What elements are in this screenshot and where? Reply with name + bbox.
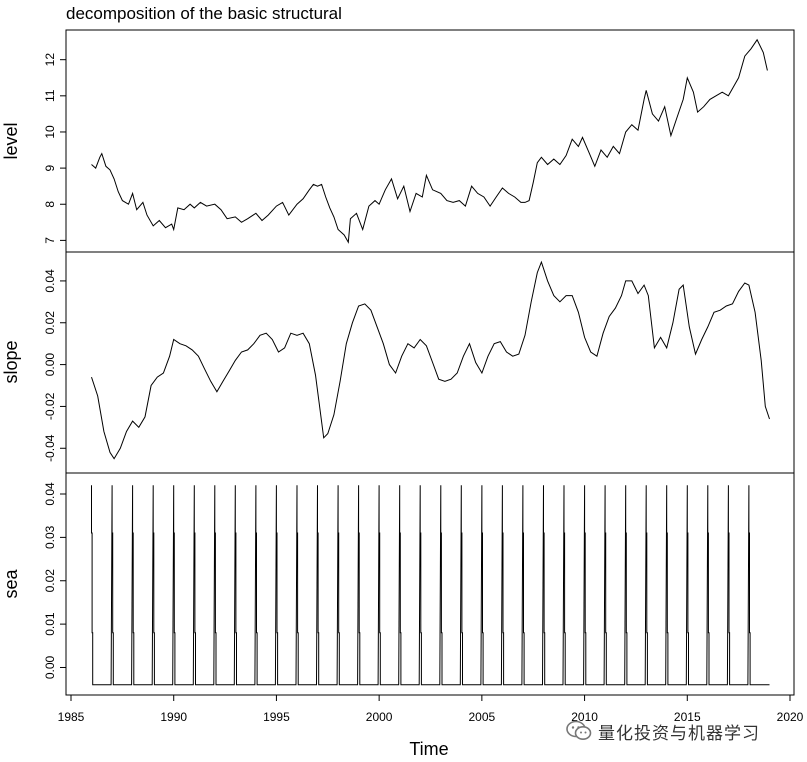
series-line-level [91, 38, 768, 244]
panel-slope-frame [65, 251, 795, 474]
y-tick-label-slope: 0.02 [43, 311, 57, 335]
watermark-text: 量化投资与机器学习 [598, 723, 760, 744]
x-tick-label: 1990 [160, 710, 187, 724]
x-tick-label: 2010 [571, 710, 598, 724]
y-tick-label-slope: 0.04 [43, 269, 57, 293]
series-line-sea [91, 485, 770, 686]
x-tick-label: 1985 [58, 710, 85, 724]
y-label-slope: slope [1, 340, 21, 383]
y-tick-label-sea: 0.03 [43, 525, 57, 549]
y-tick-label-level: 11 [43, 89, 57, 102]
y-tick-label-sea: 0.04 [43, 482, 57, 506]
x-tick-label: 2020 [777, 710, 804, 724]
watermark: 量化投资与机器学习 [566, 716, 760, 746]
x-tick-label: 2015 [674, 710, 701, 724]
x-tick-label: 2005 [469, 710, 496, 724]
y-tick-label-sea: 0.02 [43, 569, 57, 593]
y-tick-label-sea: 0.01 [43, 612, 57, 636]
y-tick-label-level: 12 [43, 53, 57, 67]
y-tick-label-level: 9 [43, 164, 57, 171]
y-tick-label-sea: 0.00 [43, 655, 57, 679]
y-tick-label-slope: -0.04 [43, 434, 57, 462]
y-tick-label-level: 8 [43, 201, 57, 208]
series-line-slope [91, 260, 770, 460]
wechat-icon [566, 720, 592, 740]
chart-marks: 7 8 9 10 11 12 -0.04 -0.02 0.00 0.02 0.04 0.00 0.01 0… [43, 38, 804, 724]
chart-title: decomposition of the basic structural [66, 4, 342, 23]
y-label-sea: sea [1, 569, 21, 599]
x-axis-label: Time [409, 739, 448, 759]
y-label-level: level [1, 122, 21, 159]
y-tick-label-slope: -0.02 [43, 392, 57, 420]
y-tick-label-level: 7 [43, 237, 57, 244]
x-tick-label: 1995 [263, 710, 290, 724]
panel-level-frame [65, 29, 795, 253]
x-tick-label: 2000 [366, 710, 393, 724]
y-tick-label-level: 10 [43, 125, 57, 139]
y-tick-label-slope: 0.00 [43, 353, 57, 377]
